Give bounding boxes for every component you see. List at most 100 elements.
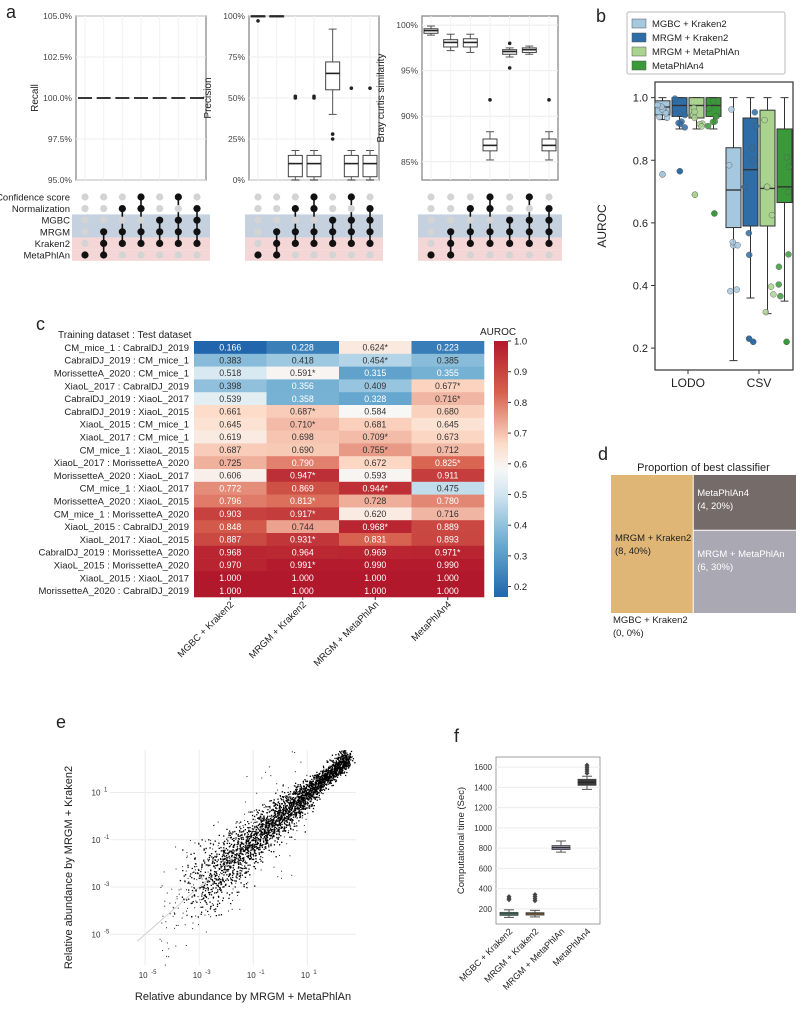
scatter-point [245,860,247,862]
scatter-point [277,798,279,800]
scatter-point [253,852,256,854]
heatmap-cell [266,545,340,559]
scatter-point [265,817,268,820]
scatter-point [184,881,186,883]
scatter-point [166,892,168,894]
scatter-point [266,839,268,842]
scatter-point [267,829,269,831]
scatter-point [234,843,236,846]
scatter-point [319,772,321,774]
scatter-point [256,811,259,813]
scatter-point [295,807,297,809]
scatter-point [279,824,281,826]
subpanel-0: 105.0%102.5%100.0%97.5%95.0%Recall [30,11,210,261]
scatter-point [201,875,203,877]
scatter-point [197,924,199,926]
scatter-point [337,762,339,765]
cell-value: 0.624* [363,343,389,353]
scatter-point [261,820,263,822]
scatter-point [327,768,329,771]
scatter-point [292,793,294,795]
scatter-point [289,813,291,815]
scatter-point [280,821,283,824]
scatter-point [242,831,244,833]
scatter-point [222,841,224,843]
cell-value: 1.000 [437,573,459,583]
row-label: MorissetteA_2020 : CM_mice_1 [54,369,189,380]
scatter-point [349,752,351,755]
scatter-point [199,875,201,877]
jitter-point [725,161,733,169]
scatter-point [226,861,228,864]
scatter-point [243,830,245,832]
scatter-point [223,868,225,871]
scatter-point [291,803,293,806]
heatmap-cell [266,481,340,495]
scatter-point [224,868,226,871]
matrix-dot-inactive [427,205,435,213]
scatter-point [201,878,203,880]
scatter-point [346,755,348,757]
scatter-point [253,838,255,840]
scatter-point [263,815,265,817]
scatter-point [322,783,324,786]
scatter-point [200,868,202,870]
scatter-point [220,861,222,863]
scatter-point [196,872,199,874]
scatter-point [178,893,180,895]
scatter-point [252,853,254,856]
scatter-point [209,892,211,894]
cell-value: 0.539 [219,394,241,404]
matrix-dot-active [118,205,126,213]
scatter-point [322,774,324,776]
scatter-point [262,818,265,820]
scatter-point [175,868,177,870]
scatter-point [183,875,185,877]
scatter-point [243,857,245,859]
scatter-point [201,874,203,876]
scatter-point [298,793,300,795]
x-tick-base: 10 [139,971,148,980]
scatter-point [283,826,286,828]
scatter-point [284,820,287,822]
scatter-point [218,876,220,878]
matrix-dot-active [545,239,553,247]
scatter-point [322,792,324,795]
scatter-point [283,791,286,794]
scatter-point [219,888,221,891]
scatter-point [294,812,296,815]
outlier-point [532,892,538,898]
scatter-point [277,838,279,840]
scatter-point [182,866,184,868]
scatter-point [272,815,275,818]
scatter-point [308,785,310,787]
scatter-point [282,812,284,814]
scatter-point [210,878,212,880]
scatter-point [218,878,221,880]
scatter-point [273,816,276,819]
scatter-point [228,873,230,876]
scatter-point [276,813,279,815]
scatter-point [237,854,240,857]
scatter-point [235,882,237,884]
jitter-point [709,98,717,105]
scatter-point [249,851,252,854]
scatter-point [267,828,269,830]
scatter-point [210,873,212,875]
row-label: CM_mice_1 : XiaoL_2015 [80,445,189,456]
scatter-point [278,817,280,820]
panel-f: 1600140012001000800600400200Computationa… [456,756,601,992]
heatmap-cell [266,507,340,521]
scatter-point [311,783,314,785]
heatmap-cell [194,469,267,483]
scatter-point [261,777,263,779]
scatter-point [285,796,287,799]
scatter-point [303,788,305,790]
cell-value: 0.911 [437,471,458,481]
scatter-point [219,874,221,876]
scatter-point [315,791,317,794]
heatmap-cell [194,481,267,495]
treemap-title: Proportion of best classifier [637,462,770,474]
matrix-row-label: Normalization [12,204,70,215]
